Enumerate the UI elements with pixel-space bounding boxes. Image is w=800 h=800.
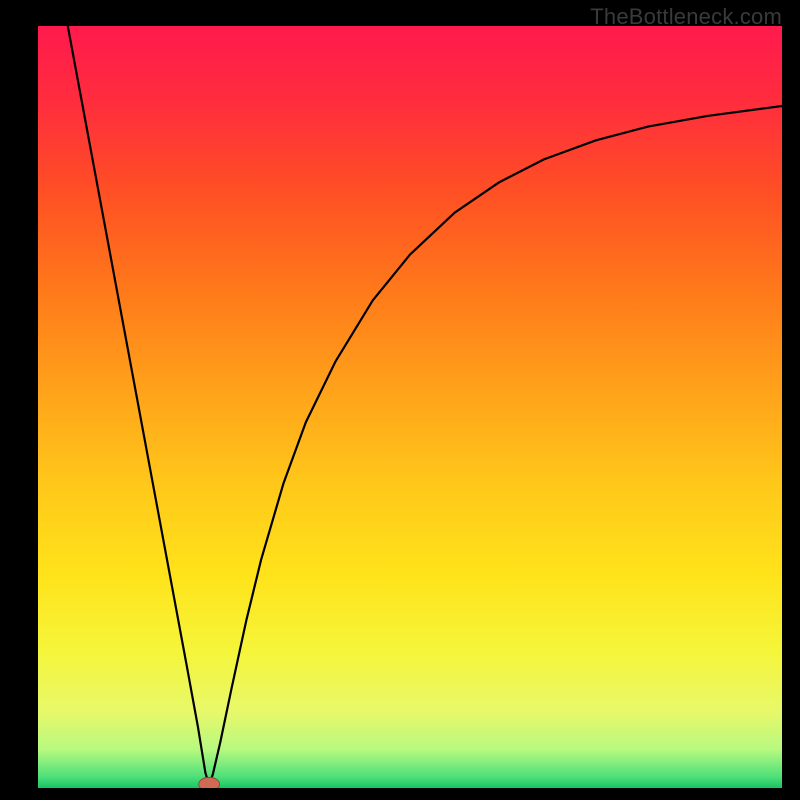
plot-gradient-background xyxy=(38,26,782,788)
watermark-text: TheBottleneck.com xyxy=(590,4,782,30)
frame-right xyxy=(782,0,800,800)
bottleneck-curve-chart xyxy=(0,0,800,800)
chart-container: { "watermark": { "text": "TheBottleneck.… xyxy=(0,0,800,800)
frame-left xyxy=(0,0,38,800)
frame-bottom xyxy=(0,788,800,800)
